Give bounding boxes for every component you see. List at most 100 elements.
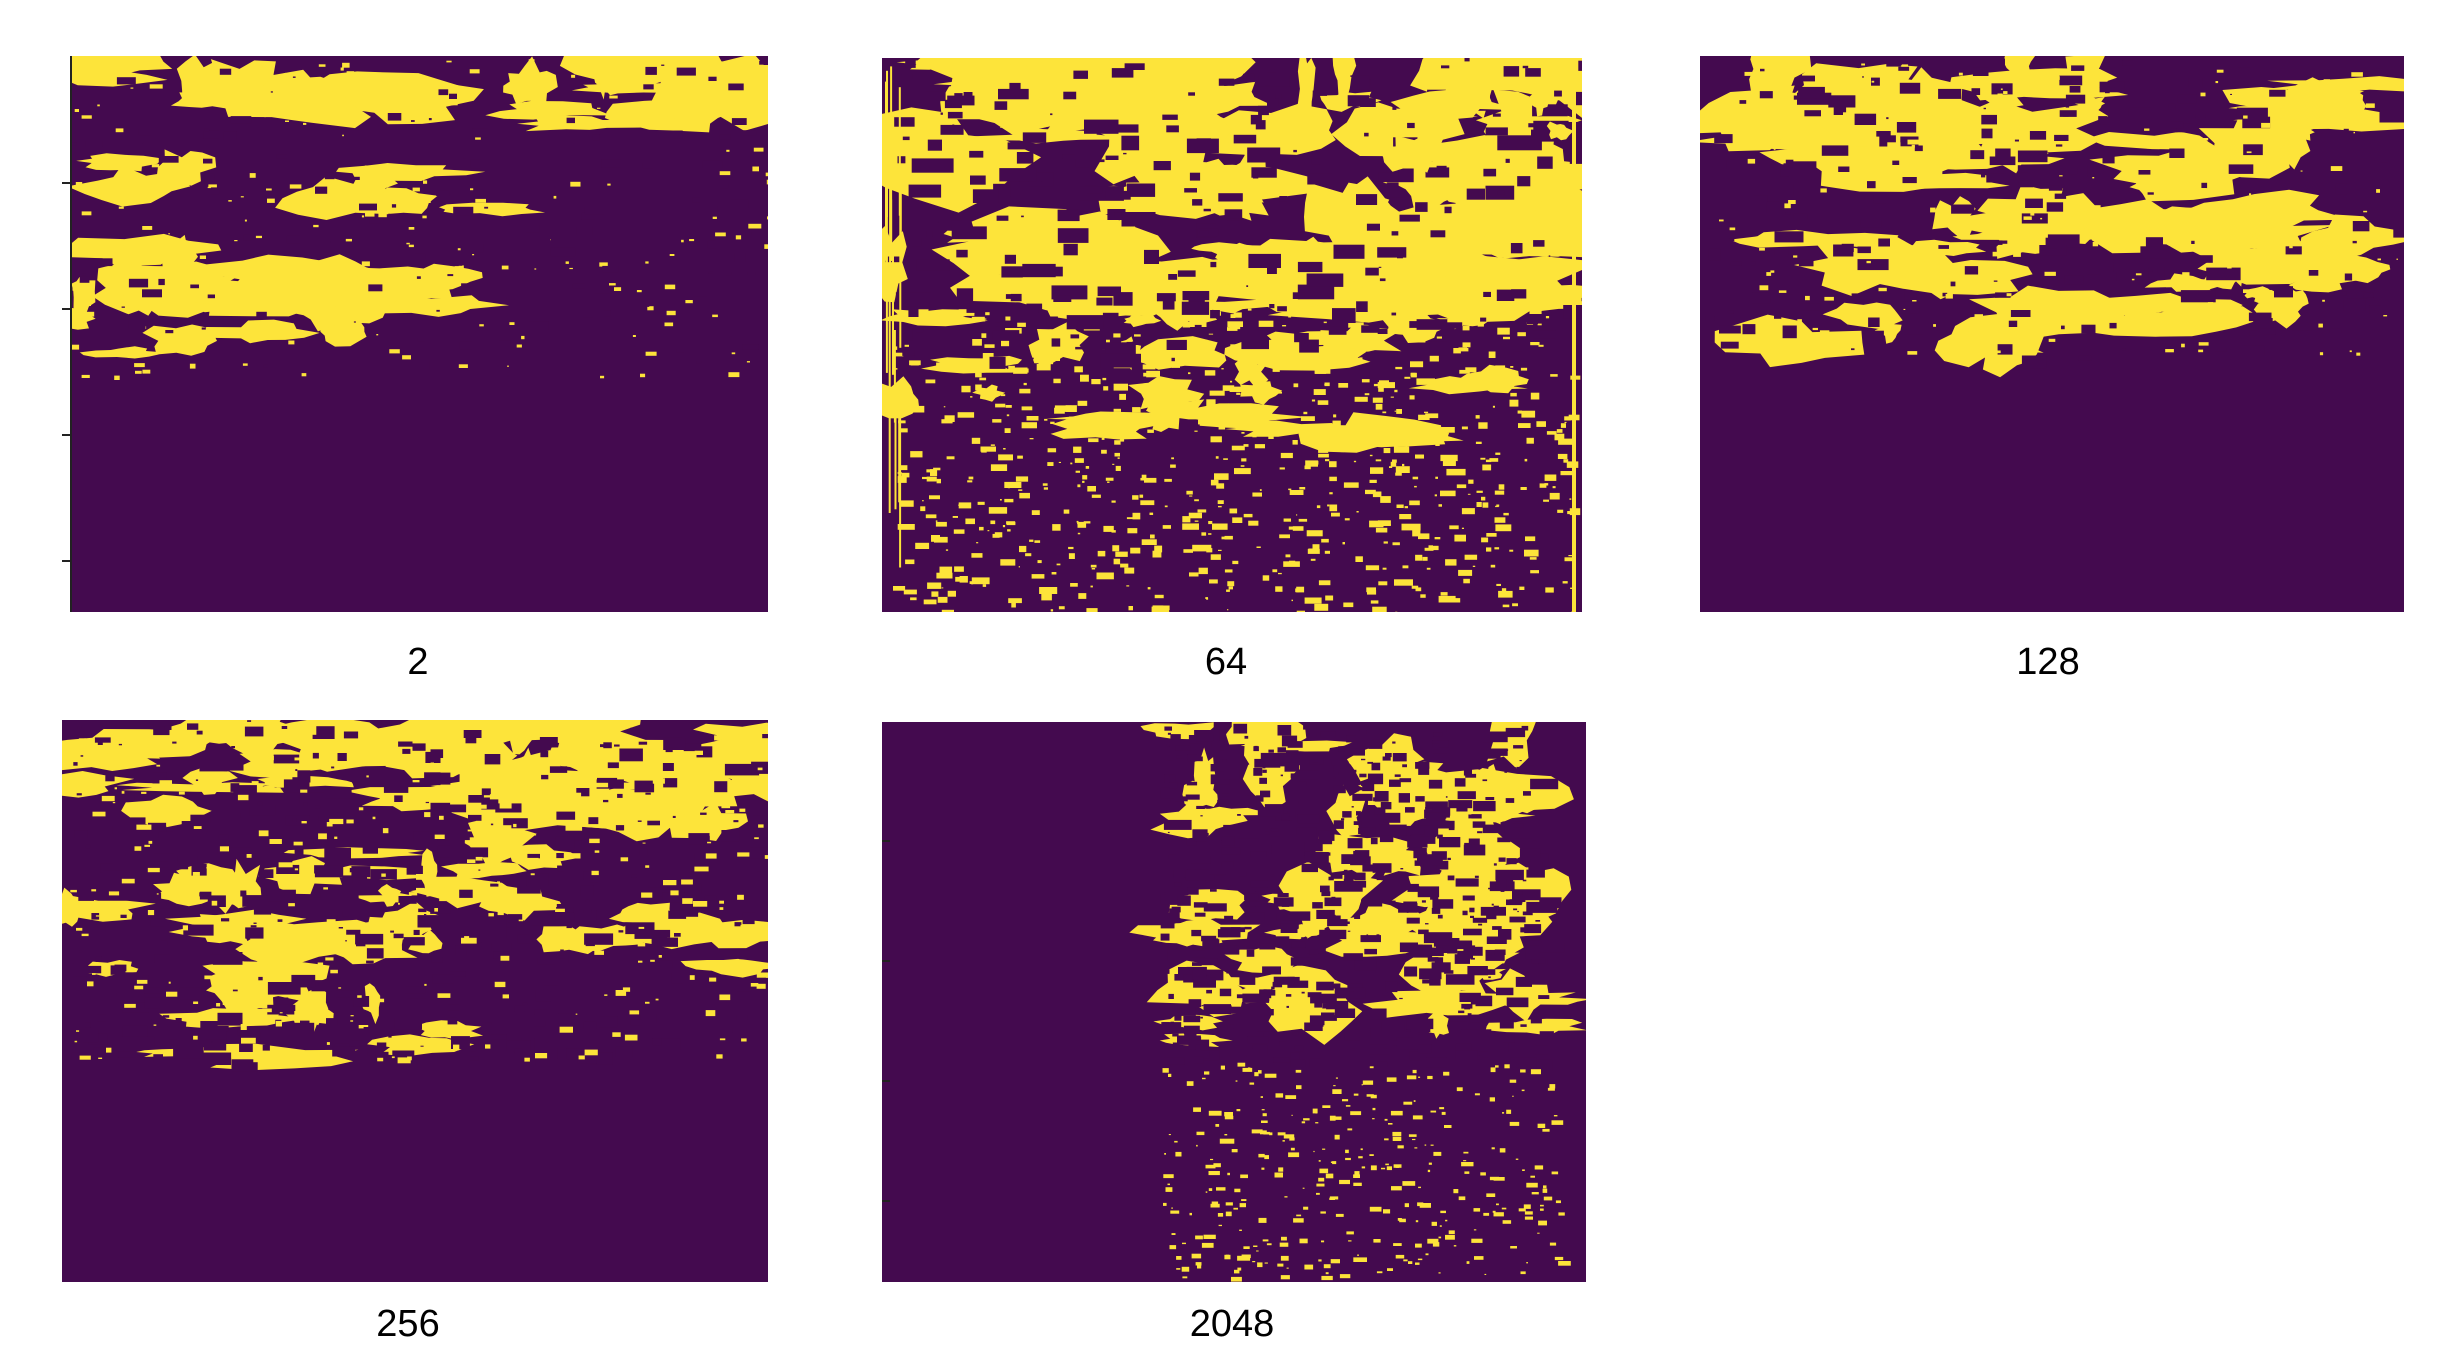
mask-speck — [389, 305, 395, 310]
mask-speck — [1346, 735, 1357, 743]
mask-speck — [1289, 911, 1311, 921]
mask-speck — [1871, 330, 1884, 337]
mask-speck — [1382, 567, 1387, 570]
panel-2048-image — [882, 722, 1586, 1282]
mask-speck — [1510, 1057, 1537, 1068]
mask-speck — [1465, 367, 1477, 373]
mask-blob — [1424, 135, 1582, 198]
mask-speck — [1384, 1118, 1388, 1121]
mask-streak — [889, 121, 892, 297]
mask-speck — [2351, 72, 2363, 77]
mask-speck — [1169, 1245, 1177, 1250]
mask-speck — [1182, 516, 1191, 523]
mask-speck — [1386, 1166, 1392, 1171]
mask-speck — [1535, 920, 1541, 922]
mask-speck — [1192, 962, 1202, 966]
mask-speck — [2215, 347, 2227, 352]
mask-speck — [1208, 533, 1212, 535]
mask-speck — [1372, 606, 1387, 612]
mask-speck — [898, 420, 906, 424]
mask-blob — [1534, 204, 1582, 231]
mask-speck — [1558, 1261, 1571, 1266]
mask-speck — [2157, 269, 2164, 273]
mask-speck — [1186, 840, 1197, 846]
mask-speck — [1239, 976, 1256, 985]
mask-speck — [218, 834, 229, 840]
mask-speck — [1222, 793, 1230, 797]
mask-speck — [899, 500, 914, 507]
mask-speck — [1418, 766, 1430, 775]
mask-speck — [704, 895, 717, 901]
mask-speck — [759, 60, 766, 65]
mask-speck — [688, 833, 710, 845]
mask-speck — [1476, 490, 1483, 493]
mask-speck — [439, 883, 445, 888]
mask-speck — [318, 833, 327, 840]
mask-speck — [1533, 240, 1545, 247]
mask-speck — [2376, 189, 2380, 193]
mask-speck — [944, 99, 962, 109]
mask-speck — [614, 744, 620, 747]
mask-speck — [1362, 864, 1376, 872]
mask-speck — [126, 262, 132, 265]
mask-speck — [459, 889, 473, 898]
mask-speck — [1279, 467, 1285, 470]
mask-speck — [1986, 173, 2004, 183]
mask-speck — [2023, 216, 2032, 220]
mask-speck — [1003, 448, 1006, 450]
mask-speck — [1475, 415, 1480, 419]
mask-speck — [1171, 457, 1174, 460]
mask-speck — [130, 817, 146, 825]
mask-speck — [1785, 150, 1790, 152]
mask-speck — [339, 290, 348, 295]
mask-speck — [1446, 322, 1463, 329]
mask-speck — [277, 919, 283, 922]
mask-speck — [1448, 1230, 1455, 1235]
mask-speck — [1304, 852, 1329, 863]
mask-speck — [529, 321, 549, 330]
mask-speck — [79, 1055, 91, 1060]
mask-speck — [719, 900, 724, 904]
mask-speck — [1378, 266, 1382, 268]
mask-speck — [1282, 325, 1287, 327]
mask-speck — [1373, 383, 1381, 387]
mask-speck — [1218, 1224, 1222, 1227]
mask-speck — [1264, 831, 1270, 835]
mask-speck — [425, 751, 441, 763]
panel-256-caption: 256 — [376, 1303, 440, 1345]
mask-speck — [1524, 1216, 1533, 1220]
mask-speck — [477, 894, 486, 899]
mask-speck — [1753, 195, 1768, 202]
mask-speck — [1482, 983, 1486, 985]
mask-speck — [239, 270, 245, 275]
mask-speck — [1395, 466, 1410, 473]
mask-speck — [1227, 581, 1235, 587]
mask-speck — [1329, 1197, 1335, 1200]
mask-blob — [1492, 786, 1550, 814]
mask-speck — [1162, 1022, 1182, 1030]
mask-speck — [1383, 812, 1401, 823]
mask-speck — [1338, 746, 1345, 752]
mask-speck — [1249, 912, 1265, 921]
mask-speck — [1283, 518, 1291, 522]
mask-speck — [166, 991, 178, 997]
mask-speck — [2025, 198, 2043, 208]
mask-speck — [1549, 1084, 1556, 1089]
mask-speck — [531, 916, 543, 926]
mask-speck — [330, 241, 332, 243]
mask-speck — [1353, 850, 1365, 857]
mask-blob — [79, 346, 164, 359]
mask-speck — [2030, 212, 2035, 216]
mask-speck — [1238, 871, 1247, 877]
mask-speck — [1323, 1264, 1331, 1269]
mask-speck — [1191, 929, 1202, 937]
mask-speck — [1418, 1186, 1421, 1189]
mask-speck — [605, 76, 615, 81]
mask-speck — [1198, 567, 1208, 575]
mask-speck — [2092, 177, 2095, 179]
mask-speck — [193, 1001, 199, 1004]
mask-speck — [897, 476, 907, 483]
mask-speck — [976, 542, 979, 544]
mask-speck — [1237, 1255, 1251, 1261]
mask-speck — [911, 158, 954, 173]
